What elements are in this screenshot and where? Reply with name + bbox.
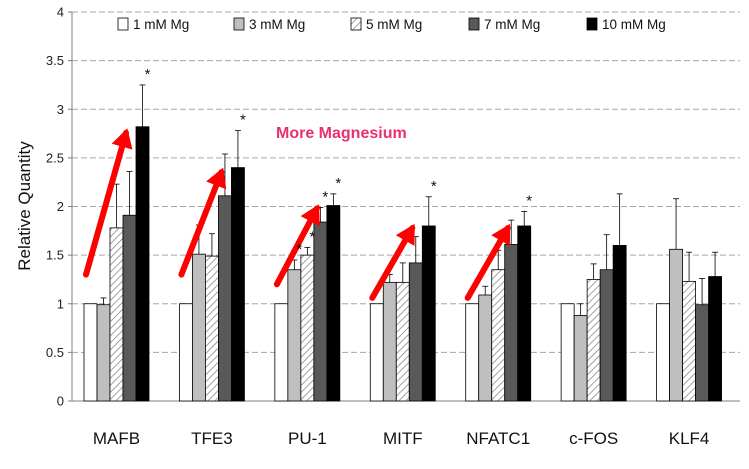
bar-mafb-series-3 [109, 227, 124, 402]
significance-star: * [335, 175, 341, 192]
annotation-more-magnesium: More Magnesium [276, 125, 407, 142]
bar-nfatc1-series-1 [465, 303, 480, 402]
legend-label-5: 10 mM Mg [602, 17, 666, 32]
legend-swatch-4 [468, 17, 480, 31]
annotation-arrows [83, 128, 511, 301]
y-tick-label: 4 [57, 5, 64, 20]
legend-swatch-1 [117, 17, 129, 31]
bar-tfe3-series-5 [231, 167, 245, 402]
x-tick-label: PU-1 [288, 429, 327, 448]
bar-klf4-series-5 [708, 276, 722, 402]
bar-tfe3-series-3 [205, 255, 219, 402]
legend: 1 mM Mg 3 mM Mg 5 mM Mg 7 mM Mg 10 mM Mg [117, 17, 666, 32]
bar-c-fos-series-4 [599, 269, 614, 402]
significance-star: * [296, 241, 302, 258]
significance-star: * [145, 66, 151, 83]
red-arrow [273, 204, 320, 288]
y-tick-label: 1.5 [46, 248, 64, 263]
significance-star: * [322, 188, 328, 205]
bar-tfe3-series-2 [192, 253, 206, 402]
bar-klf4-series-2 [669, 248, 683, 402]
bar-pu-1-series-3 [300, 254, 315, 402]
bar-mafb-series-1 [83, 303, 98, 402]
bar-mitf-series-3 [395, 281, 410, 402]
legend-label-2: 3 mM Mg [249, 17, 305, 32]
bar-pu-1-series-2 [287, 269, 302, 402]
bar-c-fos-series-3 [586, 279, 601, 402]
bar-mitf-series-5 [421, 225, 436, 402]
y-tick-label: 1 [57, 296, 64, 311]
bar-c-fos-series-5 [612, 244, 627, 402]
x-tick-label: MAFB [93, 429, 140, 448]
bar-pu-1-series-1 [274, 303, 289, 402]
bar-tfe3-series-1 [179, 303, 193, 402]
bar-c-fos-series-2 [573, 315, 588, 402]
y-tick-label: 2.5 [46, 150, 64, 165]
significance-star: * [240, 112, 246, 129]
legend-swatch-3 [350, 17, 362, 31]
significance-star: * [526, 192, 532, 209]
bar-mitf-series-2 [382, 281, 397, 402]
labels: 0 0.5 1 1.5 2 2.5 3 3.5 4 * MAFB * TFE3 * * * * PU-1 * MITF… [46, 5, 709, 449]
x-tick-label: c-FOS [569, 429, 618, 448]
bar-mafb-series-5 [135, 126, 150, 402]
legend-swatch-5 [586, 17, 598, 31]
bar-pu-1-series-5 [326, 205, 341, 402]
bars [83, 84, 722, 402]
red-arrow [83, 128, 133, 278]
bar-klf4-series-3 [682, 280, 696, 402]
red-arrow [178, 167, 227, 278]
y-tick-label: 3 [57, 102, 64, 117]
bar-nfatc1-series-4 [504, 244, 519, 402]
bar-nfatc1-series-2 [478, 294, 493, 402]
legend-label-4: 7 mM Mg [484, 17, 540, 32]
bar-mafb-series-4 [122, 214, 137, 402]
bar-c-fos-series-1 [560, 303, 575, 402]
legend-label-3: 5 mM Mg [366, 17, 422, 32]
bar-tfe3-series-4 [218, 195, 232, 402]
bar-mitf-series-4 [408, 262, 423, 402]
y-tick-label: 0.5 [46, 345, 64, 360]
bar-mitf-series-1 [369, 303, 384, 402]
y-tick-label: 3.5 [46, 53, 64, 68]
bar-mafb-series-2 [96, 304, 111, 402]
bar-nfatc1-series-3 [491, 269, 506, 402]
bar-klf4-series-1 [656, 303, 670, 402]
x-tick-label: NFATC1 [466, 429, 530, 448]
x-tick-label: MITF [383, 429, 423, 448]
x-tick-label: KLF4 [669, 429, 710, 448]
y-tick-label: 2 [57, 199, 64, 214]
bar-klf4-series-4 [695, 304, 709, 402]
bar-nfatc1-series-5 [517, 225, 532, 402]
x-tick-label: TFE3 [191, 429, 233, 448]
red-arrow [464, 223, 511, 301]
y-tick-label: 0 [57, 394, 64, 409]
significance-star: * [431, 178, 437, 195]
y-axis-label: Relative Quantity [15, 141, 34, 271]
bar-pu-1-series-4 [313, 221, 328, 402]
legend-swatch-2 [233, 17, 245, 31]
red-arrow [369, 223, 416, 301]
significance-star: * [309, 228, 315, 245]
legend-label-1: 1 mM Mg [133, 17, 189, 32]
